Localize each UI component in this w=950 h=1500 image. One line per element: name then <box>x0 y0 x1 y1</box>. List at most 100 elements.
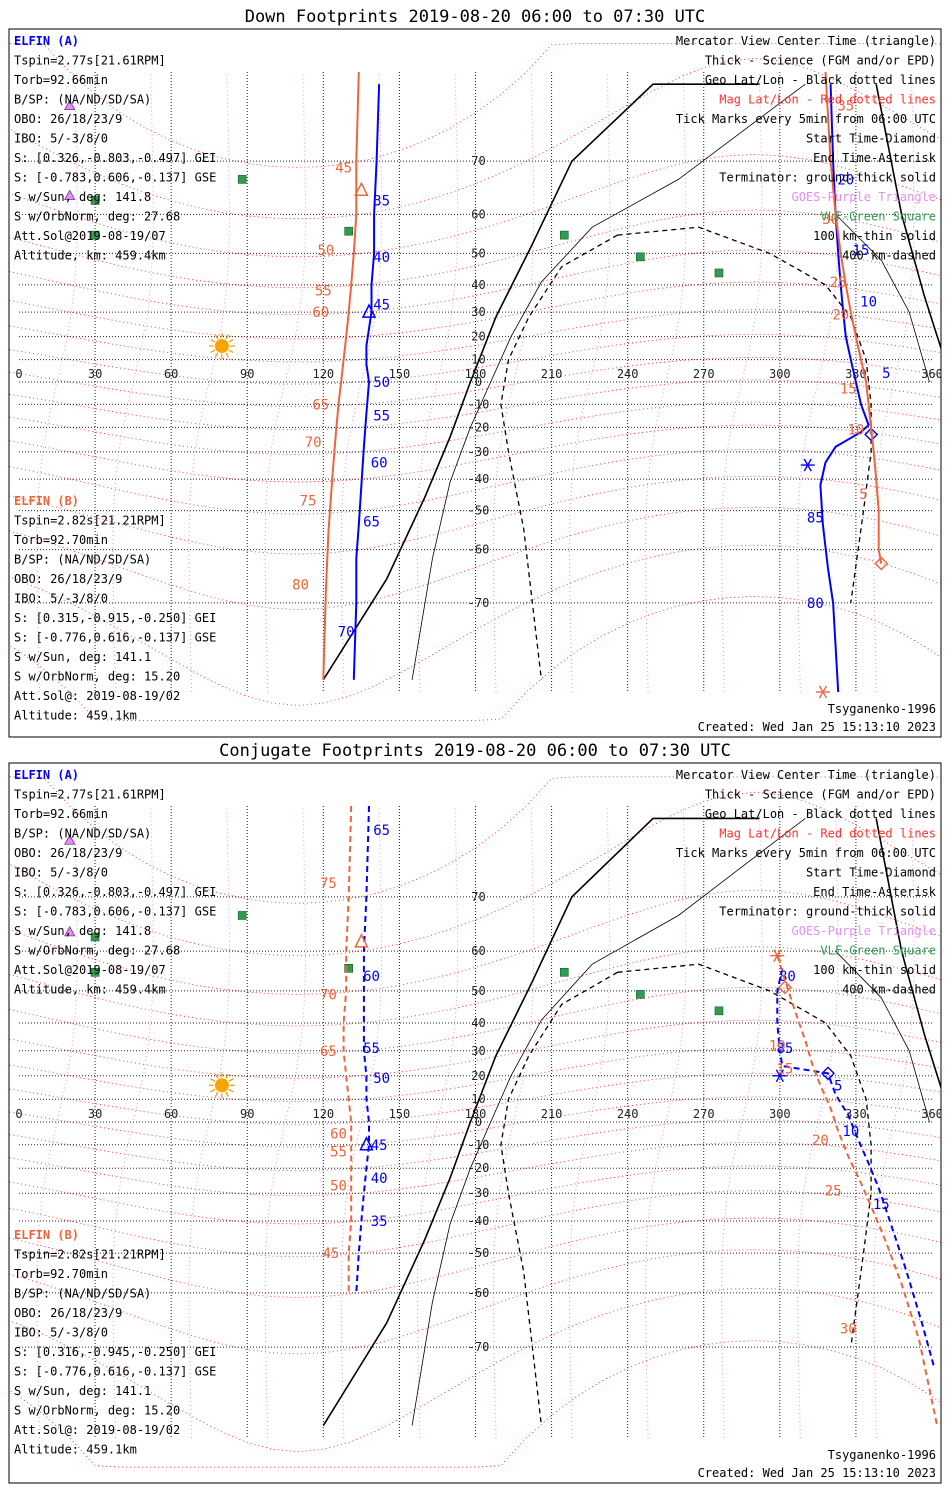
elfin-b-start-diamond <box>777 980 792 995</box>
x-tick-label: 210 <box>541 367 563 381</box>
terminator-ground-line <box>322 817 760 1427</box>
elfin-b-tick-label: 70 <box>305 435 322 451</box>
conjugate-footprints-panel: Conjugate Footprints 2019-08-20 06:00 to… <box>8 741 942 1484</box>
y-tick-label: -50 <box>468 1246 490 1260</box>
elfin-a-track-line <box>352 84 381 680</box>
elfin-a-info-line: S w/Sun, deg: 141.8 <box>14 924 151 938</box>
elfin-a-tick-label: 15 <box>853 243 870 259</box>
terminator-100km-line <box>835 214 930 383</box>
y-tick-label: -70 <box>468 596 490 610</box>
elfin-a-end-asterisk <box>775 1069 784 1083</box>
panel-frame <box>8 28 942 738</box>
elfin-b-start-diamond <box>874 556 889 571</box>
terminator-400km-line <box>500 971 618 1426</box>
sun-ray <box>214 1091 219 1097</box>
elfin-b-info-line: IBO: 5/-3/8/0 <box>14 1326 108 1340</box>
elfin-a-info-line: Torb=92.66min <box>14 807 108 821</box>
vlf-site-marker <box>559 230 569 240</box>
elfin-a-tick-label: 15 <box>873 1197 890 1213</box>
elfin-b-info-line: B/SP: (NA/ND/SD/SA) <box>14 553 151 567</box>
sun-ray <box>214 1073 219 1079</box>
legend-line: GOES-Purple Triangle <box>792 190 937 204</box>
x-tick-label: 240 <box>617 367 639 381</box>
vlf-site-marker <box>636 990 645 999</box>
y-tick-label: 0 <box>475 1115 482 1129</box>
y-tick-label: -40 <box>468 472 490 486</box>
y-tick-label: -70 <box>468 1340 490 1354</box>
legend-line: GOES-Purple Triangle <box>792 924 937 938</box>
mag-lon-line <box>112 71 154 693</box>
y-tick-label: -60 <box>468 1286 490 1300</box>
x-tick-label: 0 <box>15 367 22 381</box>
elfin-b-tick-label: 35 <box>837 99 854 115</box>
mag-lon-line <box>188 71 231 693</box>
elfin-b-tick-label: 75 <box>320 876 337 892</box>
x-tick-label: 90 <box>240 367 254 381</box>
x-tick-label: 90 <box>240 1107 254 1121</box>
sun-ray <box>225 1091 229 1097</box>
elfin-a-info-line: Altitude, km: 459.4km <box>14 249 166 263</box>
y-tick-label: -30 <box>468 1186 490 1200</box>
legend-line: Mag Lat/Lon - Red dotted lines <box>719 827 936 841</box>
y-tick-label: 40 <box>471 1016 485 1030</box>
mag-lon-line <box>492 71 535 693</box>
x-tick-label: 30 <box>88 367 102 381</box>
elfin-b-info-line: Altitude: 459.1km <box>14 709 137 723</box>
elfin-a-tick-label: 80 <box>779 969 796 985</box>
elfin-a-track-line <box>819 84 870 693</box>
legend-line: Tick Marks every 5min from 06:00 UTC <box>676 846 936 860</box>
elfin-b-tick-label: 25 <box>825 1184 842 1200</box>
created-footer: Created: Wed Jan 25 15:13:10 2023 <box>698 1466 936 1480</box>
elfin-b-info-line: Tspin=2.82s[21.21RPM] <box>14 1248 166 1262</box>
mag-lat-line <box>9 43 941 169</box>
sun-ray <box>210 349 216 354</box>
elfin-a-info-line: S: [0.326,-0.803,-0.497] GEI <box>14 885 216 899</box>
terminator-400km-line <box>617 226 872 603</box>
map-plot: 0 30 60 90 120 150 180 210 240 270 300 330 360706050… <box>9 43 941 721</box>
elfin-a-info-line: IBO: 5/-3/8/0 <box>14 132 108 146</box>
mag-lon-line <box>568 71 611 693</box>
y-tick-label: -10 <box>468 1138 490 1152</box>
x-tick-label: 120 <box>312 367 334 381</box>
elfin-a-end-asterisk <box>803 458 812 472</box>
elfin-b-info-line: S w/Sun, deg: 141.1 <box>14 1384 151 1398</box>
y-tick-label: 70 <box>471 890 485 904</box>
x-tick-label: 180 <box>465 367 487 381</box>
elfin-a-info-line: B/SP: (NA/ND/SD/SA) <box>14 827 151 841</box>
elfin-a-tick-label: 65 <box>363 514 380 530</box>
y-tick-label: 20 <box>471 330 485 344</box>
elfin-b-tick-label: 75 <box>300 494 317 510</box>
mag-lat-line <box>9 153 941 258</box>
vlf-site-marker <box>344 963 353 973</box>
sun-ray <box>210 1088 216 1093</box>
sun-ray <box>225 352 229 358</box>
mag-lon-line <box>644 71 687 693</box>
terminator-100km-line <box>411 83 806 680</box>
y-tick-label: -50 <box>468 504 490 518</box>
y-tick-label: -30 <box>468 445 490 459</box>
mag-lon-line <box>797 71 839 693</box>
elfin-b-end-asterisk <box>818 685 828 699</box>
x-tick-label: 270 <box>693 367 715 381</box>
sun-ray <box>228 1078 234 1082</box>
elfin-a-info-line: S: [-0.783,0.606,-0.137] GSE <box>14 171 216 185</box>
sun-ray <box>210 1078 216 1082</box>
goes-triangle-marker <box>64 834 76 845</box>
elfin-b-info-line: Tspin=2.82s[21.21RPM] <box>14 514 166 528</box>
x-tick-label: 300 <box>769 367 791 381</box>
elfin-a-info-line: ELFIN (A) <box>14 34 79 48</box>
elfin-b-info-line: Torb=92.70min <box>14 533 108 547</box>
elfin-b-tick-label: 25 <box>830 275 847 291</box>
vlf-site-marker <box>344 226 353 236</box>
x-tick-label: 180 <box>465 1107 487 1121</box>
elfin-b-info-line: Att.Sol@: 2019-08-19/02 <box>14 1423 180 1437</box>
legend-line: 400 km-dashed <box>842 249 936 263</box>
elfin-b-tick-label: 50 <box>330 1179 347 1195</box>
elfin-a-tick-label: 35 <box>373 193 390 209</box>
y-tick-label: -20 <box>468 1161 490 1175</box>
elfin-a-info-line: S: [-0.783,0.606,-0.137] GSE <box>14 905 216 919</box>
y-tick-label: 40 <box>471 278 485 292</box>
panel-frame <box>8 762 942 1484</box>
y-tick-label: -60 <box>468 543 490 557</box>
map-plot: 0 30 60 90 120 150 180 210 240 270 300 330 360706050… <box>9 776 941 1468</box>
